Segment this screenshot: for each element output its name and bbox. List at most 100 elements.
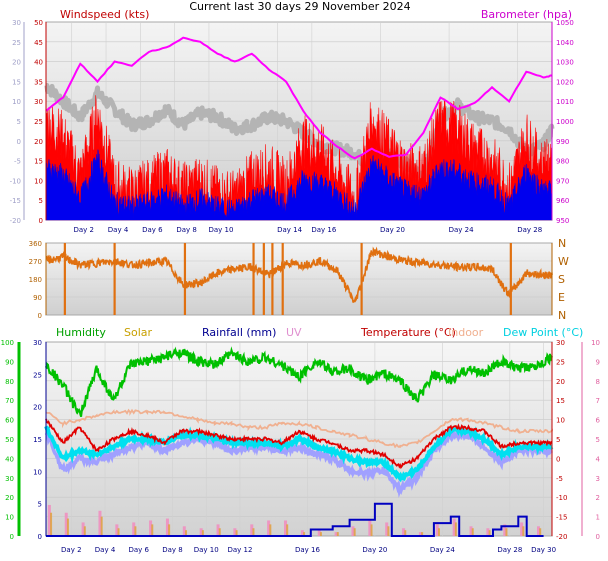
- wind-tick-label: 40: [34, 59, 43, 67]
- solar-bar: [50, 512, 53, 536]
- wind-panel-series: [44, 36, 555, 221]
- uv-bar: [98, 510, 102, 536]
- humidity-tick-label: 10: [5, 514, 14, 522]
- solar-bar: [336, 532, 339, 536]
- day-tick-label: Day 6: [129, 546, 150, 554]
- offset-tick-label: 5: [17, 118, 21, 126]
- barometer-tick-label: 970: [556, 177, 569, 185]
- solar-bar: [437, 528, 440, 536]
- temperature-tick-label: 10: [556, 417, 565, 425]
- compass-tick-label: S: [558, 273, 565, 286]
- solar-bar: [66, 518, 69, 536]
- legend-humidity: Humidity: [56, 326, 106, 339]
- series-barometer: [45, 36, 552, 160]
- day-tick-label: Day 16: [295, 546, 321, 554]
- barometer-tick-label: 1010: [556, 98, 574, 106]
- series-windspeed: [45, 95, 553, 221]
- offset-tick-label: -5: [14, 158, 21, 166]
- rain-tick-label: 10: [33, 468, 42, 476]
- solar-bar: [404, 530, 407, 536]
- solar-bar: [235, 530, 238, 536]
- solar-bar: [387, 526, 390, 536]
- direction-tick-label: 360: [29, 240, 42, 248]
- solar-bar: [286, 524, 289, 536]
- uv-tick-label: 10: [591, 339, 600, 347]
- wind-tick-label: 20: [34, 138, 43, 146]
- uv-tick-label: 4: [596, 455, 601, 463]
- rain-tick-label: 15: [33, 436, 42, 444]
- uv-tick-label: 3: [596, 475, 600, 483]
- wind-panel-axes: 0 5 10 15 20 25 30 35 40 45 50 -20 -15 -10 -5 0 5 10 15 20 2…: [10, 19, 574, 234]
- solar-bar: [488, 530, 491, 536]
- barometer-tick-label: 980: [556, 158, 569, 166]
- uv-bar: [469, 526, 473, 536]
- temperature-tick-label: 25: [556, 358, 565, 366]
- day-tick-label: Day 4: [95, 546, 116, 554]
- wind-tick-label: 30: [34, 98, 43, 106]
- humidity-tick-label: 100: [1, 339, 14, 347]
- series-humidity: [45, 346, 553, 418]
- offset-tick-label: 0: [17, 138, 21, 146]
- series-indoor: [45, 408, 553, 449]
- series-wind-direction: [45, 246, 553, 303]
- temperature-tick-label: -20: [556, 533, 567, 541]
- uv-bar: [385, 522, 389, 536]
- offset-tick-label: -20: [10, 217, 21, 225]
- uv-tick-label: 5: [596, 436, 600, 444]
- wind-tick-label: 35: [34, 78, 43, 86]
- temperature-tick-label: 5: [556, 436, 560, 444]
- solar-bar: [168, 524, 171, 536]
- direction-panel-grid: [46, 242, 552, 316]
- solar-bar: [303, 532, 306, 536]
- direction-tick-label: 90: [33, 294, 42, 302]
- uv-bar: [47, 504, 51, 536]
- direction-tick-label: 0: [38, 312, 42, 320]
- uv-bar: [81, 522, 85, 536]
- offset-tick-label: 20: [12, 59, 21, 67]
- barometer-tick-label: 950: [556, 217, 569, 225]
- legend-temperature: Temperature (°C): [360, 326, 456, 339]
- weather-panel-series: [44, 346, 554, 537]
- solar-bar: [370, 524, 373, 536]
- compass-tick-label: E: [558, 291, 565, 304]
- uv-bar: [351, 526, 355, 536]
- temperature-tick-label: 20: [556, 378, 565, 386]
- solar-bar: [100, 516, 103, 536]
- legend-dew-point: Dew Point (°C): [503, 326, 583, 339]
- day-tick-label: Day 24: [449, 226, 475, 234]
- temperature-tick-label: 30: [556, 339, 565, 347]
- solar-bar: [218, 528, 221, 536]
- day-tick-label: Day 16: [311, 226, 337, 234]
- compass-tick-label: N: [558, 309, 566, 322]
- solar-bar: [471, 528, 474, 536]
- direction-tick-label: 180: [29, 276, 42, 284]
- wind-tick-label: 0: [39, 217, 43, 225]
- uv-tick-label: 1: [596, 514, 600, 522]
- day-tick-label: Day 6: [142, 226, 163, 234]
- humidity-tick-label: 90: [5, 358, 14, 366]
- uv-bar: [199, 528, 203, 536]
- day-tick-label: Day 14: [277, 226, 303, 234]
- offset-tick-label: -10: [10, 177, 21, 185]
- humidity-tick-label: 60: [5, 417, 14, 425]
- day-tick-label: Day 8: [176, 226, 197, 234]
- offset-tick-label: -15: [10, 197, 21, 205]
- day-tick-label: Day 2: [73, 226, 94, 234]
- day-tick-label: Day 20: [362, 546, 387, 554]
- barometer-tick-label: 960: [556, 197, 569, 205]
- solar-bar: [421, 532, 424, 536]
- temperature-tick-label: -5: [556, 475, 563, 483]
- solar-bar: [184, 530, 187, 536]
- solar-bar: [117, 528, 120, 536]
- uv-tick-label: 8: [596, 378, 600, 386]
- legend-uv: UV: [286, 326, 302, 339]
- humidity-tick-label: 40: [5, 455, 14, 463]
- humidity-tick-label: 50: [5, 436, 14, 444]
- uv-bar: [182, 526, 186, 536]
- uv-bar: [149, 520, 153, 536]
- offset-tick-label: 10: [12, 98, 21, 106]
- legend-rainfall: Rainfall (mm): [202, 326, 276, 339]
- solar-bar: [454, 522, 457, 536]
- rain-tick-label: 30: [33, 339, 42, 347]
